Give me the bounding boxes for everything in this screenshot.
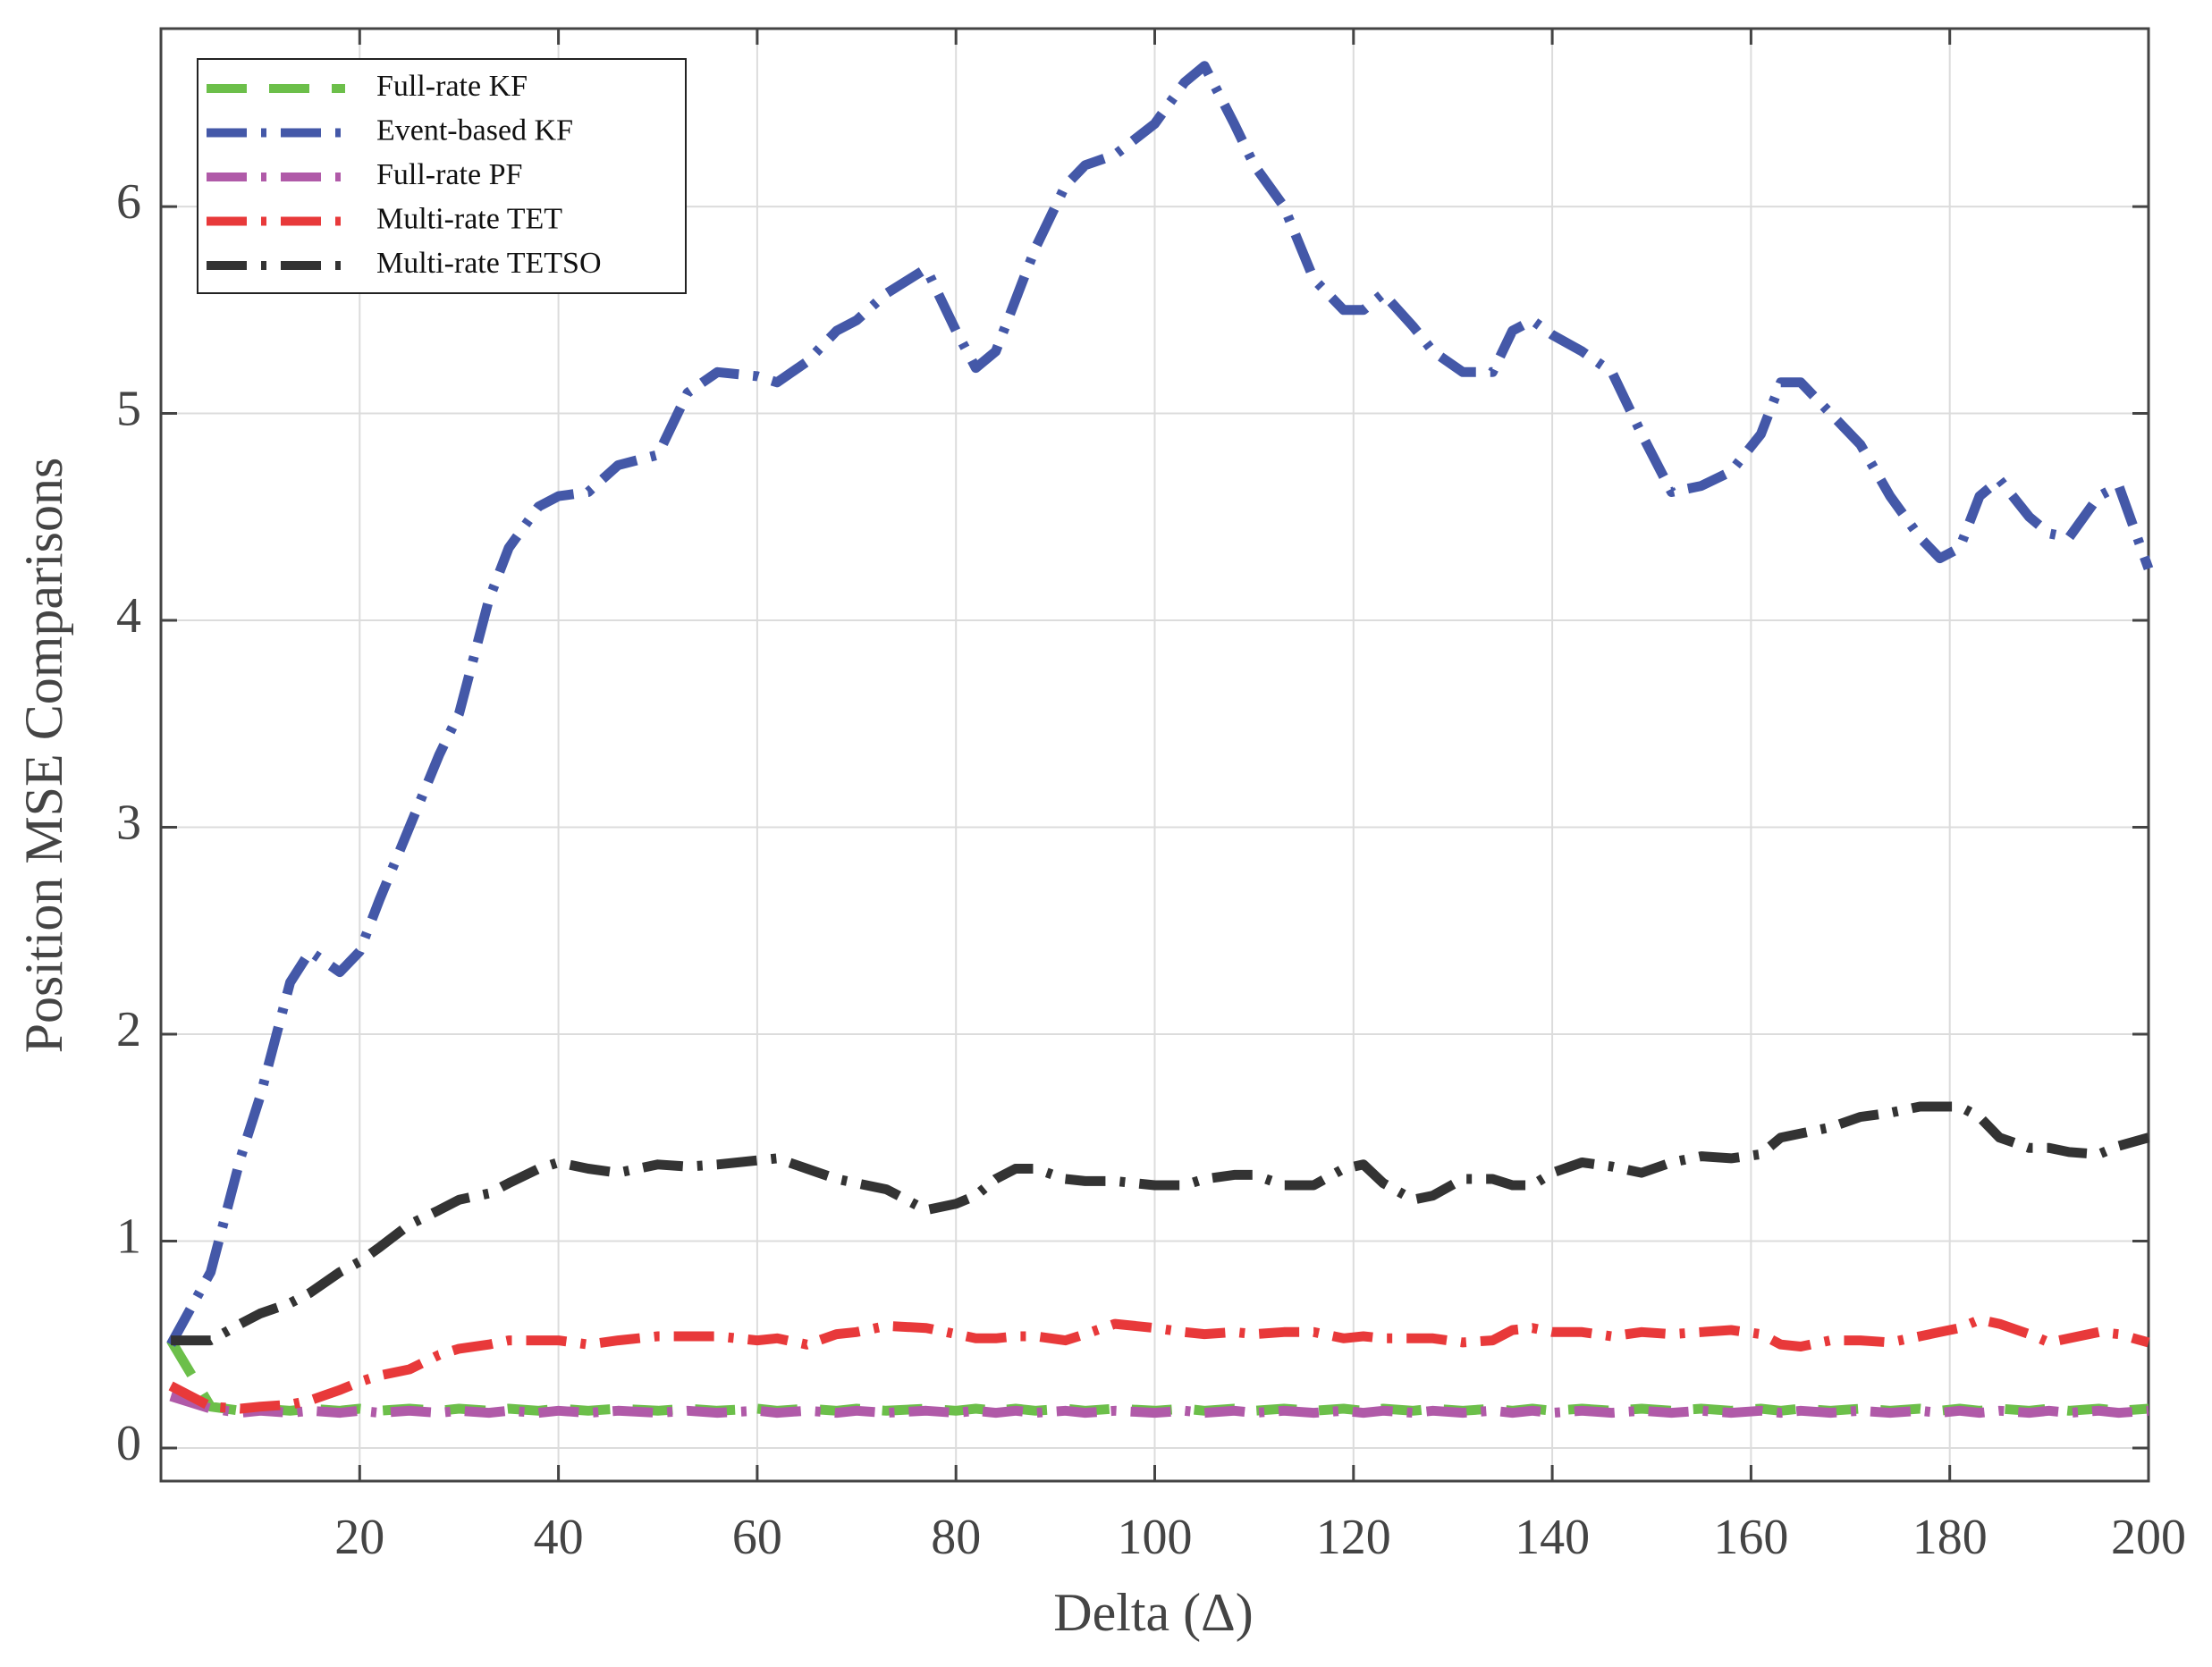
series-line bbox=[168, 1314, 2150, 1414]
x-tick-label: 40 bbox=[534, 1510, 584, 1565]
y-tick-label: 6 bbox=[116, 174, 141, 230]
y-tick-label: 0 bbox=[116, 1416, 141, 1471]
x-tick-label: 200 bbox=[2111, 1510, 2186, 1565]
x-tick-label: 60 bbox=[732, 1510, 782, 1565]
legend-label: Full-rate PF bbox=[376, 158, 522, 191]
y-tick-label: 4 bbox=[116, 588, 141, 644]
y-tick-label: 2 bbox=[116, 1002, 141, 1057]
x-axis-label: Delta (Δ) bbox=[1053, 1583, 1253, 1642]
series-line bbox=[171, 1101, 2150, 1346]
legend-label: Event-based KF bbox=[376, 114, 573, 147]
x-tick-label: 120 bbox=[1316, 1510, 1391, 1565]
x-tick-label: 80 bbox=[931, 1510, 981, 1565]
legend-label: Multi-rate TETSO bbox=[376, 247, 602, 280]
series-line bbox=[166, 1337, 2149, 1416]
series-line bbox=[166, 61, 2154, 1347]
y-tick-label: 5 bbox=[116, 381, 141, 436]
y-axis-label: Position MSE Comparisons bbox=[14, 458, 73, 1054]
y-tick-label: 1 bbox=[116, 1208, 141, 1264]
legend-label: Multi-rate TET bbox=[376, 202, 562, 235]
x-tick-label: 100 bbox=[1118, 1510, 1193, 1565]
x-tick-label: 180 bbox=[1912, 1510, 1988, 1565]
x-tick-label: 140 bbox=[1515, 1510, 1590, 1565]
x-tick-label: 160 bbox=[1713, 1510, 1788, 1565]
series-line bbox=[169, 1391, 2149, 1419]
y-tick-label: 3 bbox=[116, 795, 141, 850]
legend-label: Full-rate KF bbox=[376, 70, 528, 103]
plot-frame bbox=[159, 27, 2150, 1483]
legend-box bbox=[197, 58, 687, 294]
x-tick-label: 20 bbox=[334, 1510, 384, 1565]
